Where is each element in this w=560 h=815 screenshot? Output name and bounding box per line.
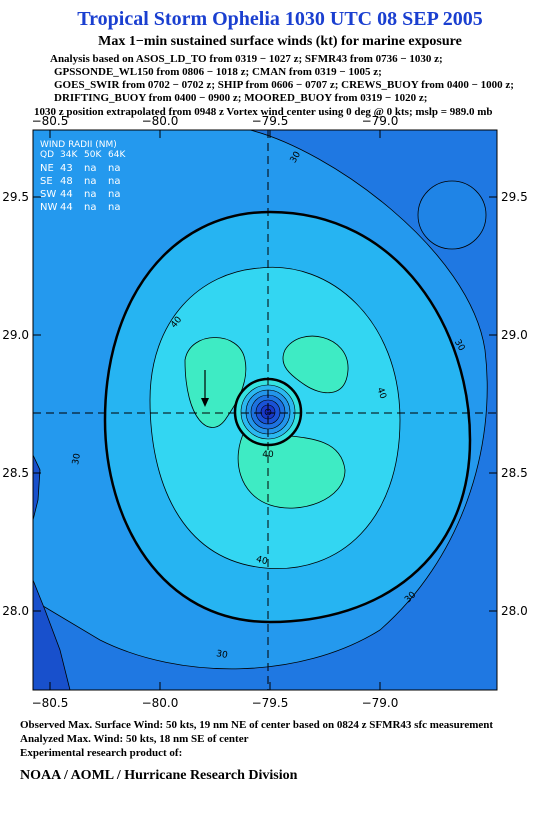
- wind-radii-cell: na: [84, 202, 96, 213]
- wind-radii-header: 64K: [108, 150, 126, 160]
- title: Tropical Storm Ophelia 1030 UTC 08 SEP 2…: [77, 8, 482, 30]
- map-frame: [32, 129, 498, 691]
- wind-radii-cell: 44: [60, 202, 73, 213]
- wind-radii-cell: 44: [60, 189, 73, 200]
- wind-radii-header: 50K: [84, 150, 102, 160]
- x-tick-label: −79.0: [362, 696, 399, 710]
- wind-radii-cell: na: [108, 189, 120, 200]
- wind-radii-cell: na: [108, 176, 120, 187]
- footer-line: Analyzed Max. Wind: 50 kts, 18 nm SE of …: [20, 733, 249, 745]
- y-tick-label: 28.5: [501, 466, 528, 480]
- wind-radii-cell: 43: [60, 163, 73, 174]
- y-tick-label: 29.5: [2, 190, 29, 204]
- y-tick-label: 29.0: [2, 328, 29, 342]
- analysis-line: Analysis based on ASOS_LD_TO from 0319 −…: [50, 53, 443, 65]
- footer-line: Observed Max. Surface Wind: 50 kts, 19 n…: [20, 719, 493, 731]
- contour-label: 40: [262, 450, 274, 460]
- y-tick-label: 28.0: [2, 604, 29, 618]
- x-tick-label: −80.0: [142, 114, 179, 128]
- wind-radii-header: 34K: [60, 150, 78, 160]
- x-tick-label: −80.5: [32, 114, 69, 128]
- y-tick-label: 28.0: [501, 604, 528, 618]
- contour-label: 40: [374, 386, 387, 400]
- wind-radii-cell: na: [108, 202, 120, 213]
- wind-radii-cell: na: [108, 163, 120, 174]
- wind-radii-cell: SE: [40, 176, 53, 187]
- y-tick-label: 29.0: [501, 328, 528, 342]
- contour-label: 30: [215, 649, 228, 661]
- analysis-line: GPSSONDE_WL150 from 0806 − 1018 z; CMAN …: [54, 66, 382, 78]
- wind-radii-cell: na: [84, 176, 96, 187]
- subtitle: Max 1−min sustained surface winds (kt) f…: [98, 34, 462, 49]
- y-tick-label: 29.5: [501, 190, 528, 204]
- footer-line: Experimental research product of:: [20, 747, 182, 759]
- x-tick-label: −79.5: [252, 696, 289, 710]
- x-tick-label: −80.5: [32, 696, 69, 710]
- y-tick-label: 28.5: [2, 466, 29, 480]
- wind-radii-cell: na: [84, 189, 96, 200]
- analysis-line: GOES_SWIR from 0702 − 0702 z; SHIP from …: [54, 79, 514, 91]
- wind-radii-title: WIND RADII (NM): [40, 140, 117, 150]
- wind-radii-cell: SW: [40, 189, 56, 200]
- wind-radii-cell: NW: [40, 202, 57, 213]
- wind-radii-cell: 48: [60, 176, 73, 187]
- wind-radii-header: QD: [40, 150, 54, 160]
- wind-field: [33, 130, 497, 690]
- x-tick-label: −80.0: [142, 696, 179, 710]
- wind-radii-cell: NE: [40, 163, 54, 174]
- analysis-line: 1030 z position extrapolated from 0948 z…: [34, 106, 493, 118]
- x-tick-label: −79.0: [362, 114, 399, 128]
- wind-radii-table: WIND RADII (NM)QD 34K 50K 64K NE 43 na na SE 48 na…: [40, 140, 126, 213]
- organization: NOAA / AOML / Hurricane Research Divisio…: [20, 768, 298, 783]
- contour-label: 30: [71, 452, 83, 465]
- wind-radii-cell: na: [84, 163, 96, 174]
- contour-label: 40: [255, 555, 269, 568]
- x-tick-label: −79.5: [252, 114, 289, 128]
- analysis-line: DRIFTING_BUOY from 0400 − 0900 z; MOORED…: [54, 92, 427, 104]
